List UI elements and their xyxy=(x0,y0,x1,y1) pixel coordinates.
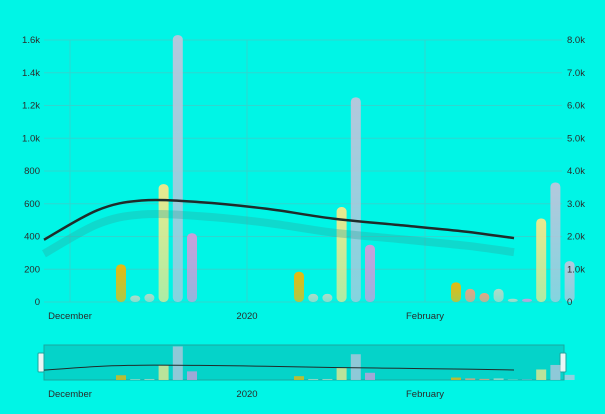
navigator-bar xyxy=(187,371,197,380)
bar xyxy=(508,299,518,302)
navigator-bar xyxy=(308,379,318,380)
y-right-tick-label: 6.0k xyxy=(567,101,585,112)
bar xyxy=(550,182,560,302)
bar xyxy=(173,35,183,302)
y-right-tick-label: 3.0k xyxy=(567,199,585,210)
bars xyxy=(116,35,575,302)
navigator-bar xyxy=(144,379,154,380)
bar xyxy=(365,245,375,302)
y-left-tick-label: 0 xyxy=(35,297,40,308)
bar xyxy=(159,184,169,302)
y-right-tick-label: 7.0k xyxy=(567,68,585,79)
navigator-bar xyxy=(173,346,183,380)
navigator-bar xyxy=(451,378,461,380)
y-right-tick-label: 2.0k xyxy=(567,232,585,243)
navigator: December 2020 February xyxy=(38,345,575,400)
bar xyxy=(187,233,197,302)
navigator-bar xyxy=(550,365,560,380)
y-left-tick-label: 1.0k xyxy=(22,133,40,144)
bar xyxy=(337,207,347,302)
navigator-bar xyxy=(159,365,169,380)
navigator-bar xyxy=(465,378,475,380)
bar xyxy=(116,264,126,302)
navigator-bar xyxy=(351,354,361,380)
navigator-bar xyxy=(494,378,504,380)
y-right-tick-label: 4.0k xyxy=(567,166,585,177)
navigator-x-tick-label: December xyxy=(48,389,92,400)
y-right-tick-label: 0 xyxy=(567,297,572,308)
bar xyxy=(308,294,318,302)
y-right-tick-label: 8.0k xyxy=(567,35,585,46)
y-left-tick-label: 800 xyxy=(24,166,40,177)
navigator-bar xyxy=(130,379,140,380)
navigator-bar xyxy=(294,376,304,380)
navigator-bar xyxy=(365,373,375,380)
right-y-axis: 0 1.0k 2.0k 3.0k 4.0k 5.0k 6.0k 7.0k 8.0k xyxy=(567,35,585,308)
y-left-tick-label: 600 xyxy=(24,199,40,210)
bar xyxy=(479,293,489,302)
y-left-tick-label: 1.4k xyxy=(22,68,40,79)
bar xyxy=(322,294,332,302)
bar xyxy=(351,97,361,302)
bar xyxy=(130,295,140,302)
y-left-tick-label: 1.6k xyxy=(22,35,40,46)
bar xyxy=(522,299,532,302)
navigator-left-handle[interactable] xyxy=(38,353,44,372)
navigator-bar xyxy=(116,375,126,380)
trend-line xyxy=(44,200,514,254)
x-tick-label: 2020 xyxy=(236,311,257,322)
x-axis: December 2020 February xyxy=(48,311,444,322)
y-right-tick-label: 5.0k xyxy=(567,133,585,144)
y-right-tick-label: 1.0k xyxy=(567,264,585,275)
x-tick-label: February xyxy=(406,311,444,322)
bar xyxy=(451,282,461,302)
navigator-bar xyxy=(536,369,546,380)
navigator-bar xyxy=(565,375,575,380)
navigator-bar xyxy=(479,379,489,380)
bar xyxy=(465,289,475,302)
navigator-selection[interactable] xyxy=(44,345,564,380)
y-left-tick-label: 1.2k xyxy=(22,101,40,112)
bar xyxy=(494,289,504,302)
navigator-x-axis: December 2020 February xyxy=(48,389,444,400)
navigator-bar xyxy=(337,368,347,380)
navigator-x-tick-label: 2020 xyxy=(236,389,257,400)
trend-line-shadow xyxy=(44,214,514,254)
y-left-tick-label: 400 xyxy=(24,232,40,243)
y-left-tick-label: 200 xyxy=(24,264,40,275)
navigator-x-tick-label: February xyxy=(406,389,444,400)
navigator-bar xyxy=(322,379,332,380)
bar xyxy=(536,218,546,302)
bar xyxy=(144,294,154,302)
x-tick-label: December xyxy=(48,311,92,322)
bar xyxy=(294,272,304,302)
left-y-axis: 0 200 400 600 800 1.0k 1.2k 1.4k 1.6k xyxy=(22,35,40,308)
navigator-right-handle[interactable] xyxy=(560,353,566,372)
grid xyxy=(44,40,562,302)
